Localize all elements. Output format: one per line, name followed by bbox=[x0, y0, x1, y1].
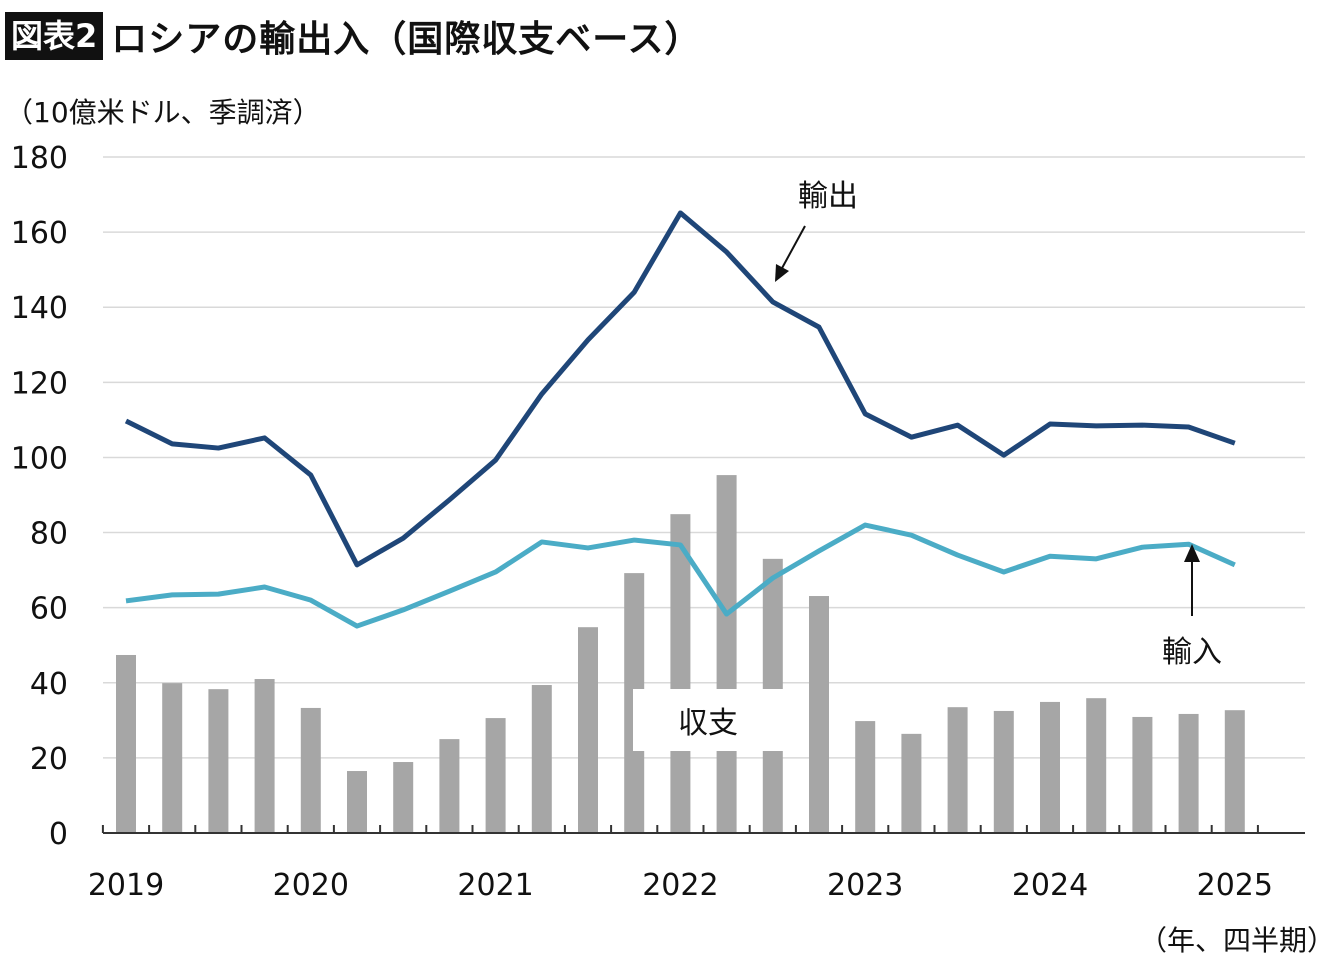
imports-arrow bbox=[1184, 544, 1200, 616]
balance-bar bbox=[1224, 710, 1245, 833]
balance-bar bbox=[300, 707, 321, 833]
chart-title-block: 図表2 ロシアの輸出入（国際収支ベース） bbox=[5, 10, 701, 62]
balance-bar bbox=[393, 762, 414, 833]
balance-bar bbox=[1086, 698, 1107, 833]
y-axis-label: （10億米ドル、季調済） bbox=[5, 96, 321, 129]
exports-arrow bbox=[775, 225, 806, 282]
y-tick-label: 80 bbox=[30, 517, 68, 552]
balance-bar bbox=[1178, 713, 1199, 833]
balance-bar bbox=[993, 710, 1014, 833]
x-year-label: 2022 bbox=[642, 868, 718, 903]
balance-bar bbox=[578, 627, 598, 833]
balance-bar bbox=[901, 733, 922, 833]
imports-line bbox=[125, 522, 1236, 629]
x-year-label: 2019 bbox=[88, 868, 164, 903]
balance-label: 収支 bbox=[678, 706, 738, 741]
balance-bar bbox=[439, 739, 460, 833]
exports-line bbox=[124, 210, 1236, 568]
y-tick-label: 40 bbox=[30, 667, 68, 702]
balance-bar bbox=[347, 771, 367, 833]
x-year-label: 2020 bbox=[273, 868, 349, 903]
balance-bar bbox=[855, 721, 876, 833]
balance-bar bbox=[670, 514, 691, 833]
chart-title: ロシアの輸出入（国際収支ベース） bbox=[111, 19, 702, 60]
x-year-label: 2021 bbox=[457, 868, 533, 903]
x-year-label: 2024 bbox=[1012, 868, 1088, 903]
balance-bar bbox=[208, 689, 229, 833]
balance-bar bbox=[809, 596, 829, 833]
exports-label: 輸出 bbox=[798, 179, 858, 214]
balance-label-box: 収支 bbox=[633, 689, 783, 751]
x-year-label: 2023 bbox=[827, 868, 903, 903]
imports-label: 輸入 bbox=[1162, 635, 1222, 670]
y-tick-label: 180 bbox=[11, 141, 68, 176]
balance-bar bbox=[947, 707, 968, 833]
balance-bar bbox=[1040, 701, 1060, 833]
balance-bar bbox=[716, 475, 737, 833]
figure-badge: 図表2 bbox=[5, 12, 104, 60]
balance-bar bbox=[531, 685, 552, 833]
y-tick-label: 140 bbox=[11, 291, 68, 326]
y-tick-label: 120 bbox=[11, 366, 68, 401]
x-axis-label: （年、四半期） bbox=[1139, 924, 1335, 957]
balance-bar bbox=[116, 654, 136, 833]
balance-bar bbox=[1132, 716, 1153, 833]
y-tick-label: 0 bbox=[49, 817, 68, 852]
balance-bar bbox=[162, 683, 183, 833]
y-tick-label: 100 bbox=[11, 441, 68, 476]
balance-bar bbox=[254, 679, 275, 833]
y-tick-label: 20 bbox=[30, 742, 68, 777]
y-tick-label: 60 bbox=[30, 592, 68, 627]
y-tick-label: 160 bbox=[11, 216, 68, 251]
balance-bar bbox=[485, 718, 506, 833]
x-year-label: 2025 bbox=[1197, 868, 1273, 903]
